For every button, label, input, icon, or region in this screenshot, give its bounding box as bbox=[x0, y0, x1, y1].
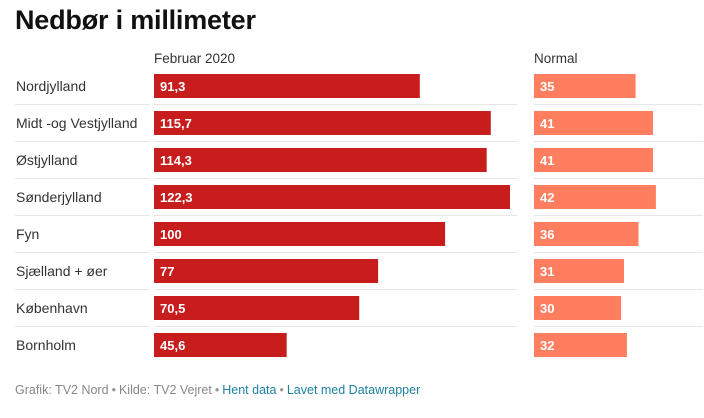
row-label: København bbox=[16, 300, 88, 316]
bar-normal bbox=[534, 111, 653, 135]
get-data-link[interactable]: Hent data bbox=[222, 383, 277, 397]
bar-value-label: 32 bbox=[540, 338, 554, 353]
bar-chart: Nordjylland 91,3 35 Midt -og Vestjylland 115… bbox=[15, 74, 703, 357]
bar-value-label: 91,3 bbox=[160, 79, 185, 94]
bar-value-label: 70,5 bbox=[160, 301, 185, 316]
row-label: Sjælland + øer bbox=[16, 263, 108, 279]
bar-februar bbox=[154, 259, 379, 283]
bar-normal bbox=[534, 333, 627, 357]
column-header-februar: Februar 2020 bbox=[154, 51, 236, 66]
chart-title: Nedbør i millimeter bbox=[15, 5, 256, 35]
bar-februar bbox=[154, 148, 487, 172]
bar-februar bbox=[154, 333, 287, 357]
row-label: Bornholm bbox=[16, 337, 76, 353]
bar-value-label: 36 bbox=[540, 227, 554, 242]
bar-normal bbox=[534, 222, 639, 246]
bar-normal bbox=[534, 296, 622, 320]
chart-footer: Grafik: TV2 Nord • Kilde: TV2 Vejret • Hent … bbox=[15, 383, 420, 397]
bar-februar bbox=[154, 222, 446, 246]
bar-normal bbox=[534, 259, 624, 283]
bar-februar bbox=[154, 74, 420, 98]
bar-normal bbox=[534, 74, 636, 98]
row-label: Østjylland bbox=[16, 152, 77, 168]
bar-value-label: 41 bbox=[540, 153, 554, 168]
bar-value-label: 31 bbox=[540, 264, 554, 279]
bar-value-label: 30 bbox=[540, 301, 554, 316]
bar-value-label: 35 bbox=[540, 79, 554, 94]
bar-value-label: 45,6 bbox=[160, 338, 185, 353]
footer-separator: • bbox=[214, 383, 220, 397]
bar-value-label: 122,3 bbox=[160, 190, 193, 205]
row-label: Midt -og Vestjylland bbox=[16, 115, 137, 131]
bar-value-label: 114,3 bbox=[160, 153, 192, 168]
row-label: Fyn bbox=[16, 226, 39, 242]
bar-value-label: 77 bbox=[160, 264, 174, 279]
footer-separator: • bbox=[279, 383, 284, 397]
bar-februar bbox=[154, 296, 360, 320]
bar-februar bbox=[154, 185, 510, 209]
bar-value-label: 115,7 bbox=[160, 116, 192, 131]
footer-separator: • bbox=[111, 383, 116, 397]
bar-value-label: 42 bbox=[540, 190, 554, 205]
bar-normal bbox=[534, 185, 656, 209]
bar-normal bbox=[534, 148, 653, 172]
bar-value-label: 41 bbox=[540, 116, 554, 131]
footer-source-credit: Kilde: TV2 Vejret bbox=[118, 383, 212, 397]
footer-graphic-credit: Grafik: TV2 Nord bbox=[15, 383, 109, 397]
bar-value-label: 100 bbox=[160, 227, 182, 242]
row-label: Nordjylland bbox=[16, 78, 86, 94]
bar-februar bbox=[154, 111, 491, 135]
column-header-normal: Normal bbox=[534, 51, 578, 66]
datawrapper-link[interactable]: Lavet med Datawrapper bbox=[286, 383, 421, 397]
row-label: Sønderjylland bbox=[16, 189, 102, 205]
